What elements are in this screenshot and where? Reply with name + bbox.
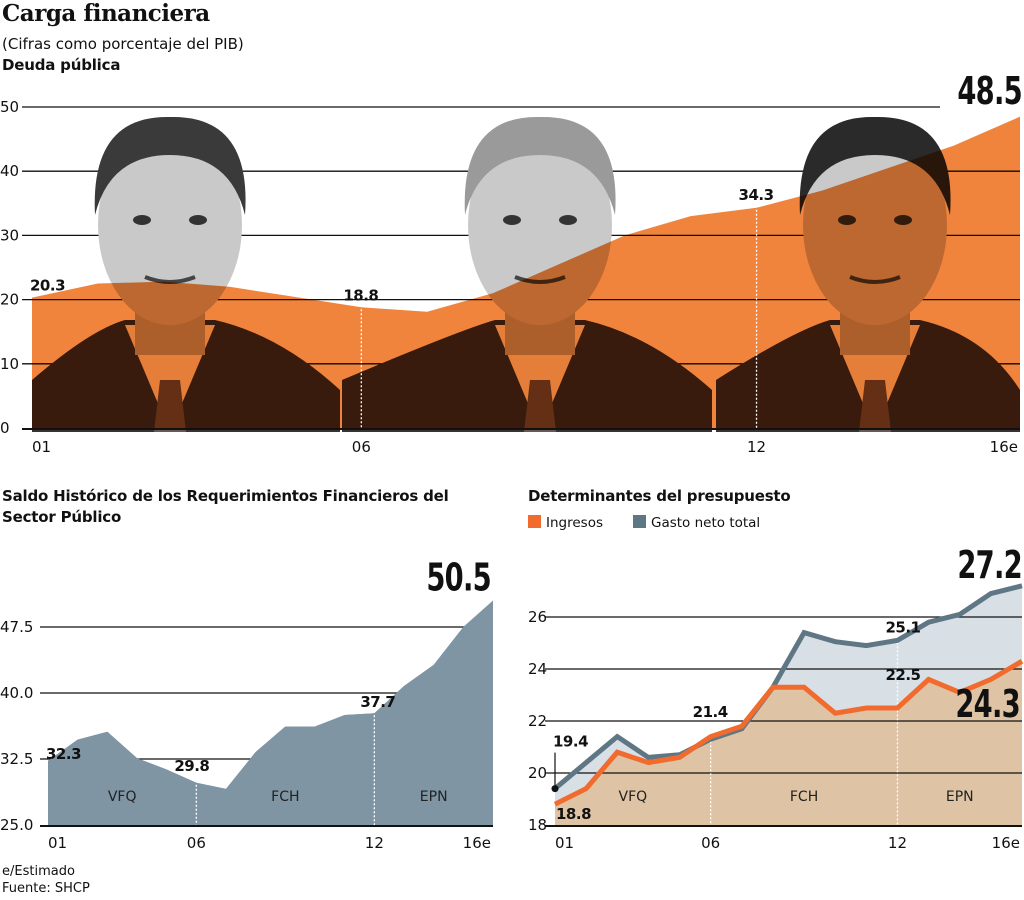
legend-label: Ingresos xyxy=(546,515,603,531)
x-tick-label: 01 xyxy=(555,834,574,852)
footnote-source: Fuente: SHCP xyxy=(2,881,90,896)
x-tick-label: 16e xyxy=(990,438,1018,456)
chart-title-line: Sector Público xyxy=(2,508,122,526)
value-label: 21.4 xyxy=(693,703,728,721)
value-label: 32.3 xyxy=(46,745,81,763)
y-tick-label: 24 xyxy=(528,660,547,678)
value-label: 18.8 xyxy=(556,805,591,823)
legend: Ingresos Gasto neto total xyxy=(528,515,760,531)
chart-deuda: 0 10 20 30 40 50 01 06 12 16e 20.3 18.8 34.3 48.5 xyxy=(0,68,1024,456)
legend-item-gasto: Gasto neto total xyxy=(633,515,760,531)
big-value-label: 50.5 xyxy=(426,555,491,600)
chart-title-presupuesto: Determinantes del presupuesto xyxy=(528,487,791,505)
subtitle: (Cifras como porcentaje del PIB) xyxy=(2,35,244,53)
chart-title-rfsp: Saldo Histórico de los Requerimientos Fi… xyxy=(2,486,449,528)
y-tick-label: 32.5 xyxy=(0,750,33,768)
annotation-marker xyxy=(551,785,559,793)
y-tick-label: 26 xyxy=(528,608,547,626)
y-tick-label: 20 xyxy=(528,764,547,782)
area-rfsp-top xyxy=(48,600,493,825)
y-tick-label: 47.5 xyxy=(0,618,33,636)
period-label: FCH xyxy=(790,789,818,805)
x-tick-label: 06 xyxy=(701,834,720,852)
eye xyxy=(559,215,577,225)
y-tick-label: 25.0 xyxy=(0,816,33,834)
area-deuda xyxy=(32,116,1020,428)
x-tick-label: 06 xyxy=(187,834,206,852)
value-label: 34.3 xyxy=(739,186,774,204)
line-ingresos xyxy=(553,659,1024,807)
period-label: EPN xyxy=(946,789,974,805)
hair xyxy=(464,116,616,215)
x-tick-label: 16e xyxy=(992,834,1020,852)
y-tick-label: 40.0 xyxy=(0,684,33,702)
value-label: 20.3 xyxy=(30,277,65,295)
footnote-estimado: e/Estimado xyxy=(2,864,75,879)
x-tick-label: 12 xyxy=(747,438,766,456)
eye xyxy=(189,215,207,225)
legend-swatch-ingresos xyxy=(528,515,541,528)
big-value-label: 48.5 xyxy=(957,68,1022,113)
label-backdrop xyxy=(940,70,1024,110)
legend-item-ingresos: Ingresos xyxy=(528,515,603,531)
main-title: Carga financiera xyxy=(2,0,210,27)
y-tick-label: 22 xyxy=(528,712,547,730)
period-label: VFQ xyxy=(619,789,648,805)
face xyxy=(98,125,242,325)
x-tick-label: 12 xyxy=(888,834,907,852)
period-label: VFQ xyxy=(108,789,137,805)
x-tick-label: 16e xyxy=(463,834,491,852)
y-tick-label: 10 xyxy=(0,355,19,373)
x-tick-label: 01 xyxy=(48,834,67,852)
eye xyxy=(503,215,521,225)
x-tick-label: 01 xyxy=(32,438,51,456)
x-tick-label: 06 xyxy=(352,438,371,456)
y-tick-label: 0 xyxy=(0,419,10,437)
value-label: 29.8 xyxy=(174,757,209,775)
chart-title-line: Saldo Histórico de los Requerimientos Fi… xyxy=(2,487,449,505)
big-value-label: 27.2 xyxy=(957,542,1022,587)
big-value-label: 24.3 xyxy=(955,682,1020,727)
legend-label: Gasto neto total xyxy=(651,515,761,531)
legend-swatch-gasto xyxy=(633,515,646,528)
line-gasto xyxy=(553,583,1023,791)
x-tick-label: 12 xyxy=(365,834,384,852)
chart-title-deuda: Deuda pública xyxy=(2,56,121,74)
y-tick-label: 18 xyxy=(528,816,547,834)
y-tick-label: 20 xyxy=(0,291,19,309)
period-label: EPN xyxy=(420,789,448,805)
value-label: 19.4 xyxy=(553,733,588,751)
mouth xyxy=(144,275,196,284)
chart-presupuesto: 18 20 22 24 26 VFQ FCH EPN 01 06 12 16e 19.4 18.8 21.4… xyxy=(528,542,1024,852)
period-label: FCH xyxy=(271,789,299,805)
y-tick-label: 50 xyxy=(0,98,19,116)
y-tick-label: 30 xyxy=(0,226,19,244)
y-tick-label: 40 xyxy=(0,162,19,180)
eye xyxy=(133,215,151,225)
hair xyxy=(94,116,246,215)
value-label: 22.5 xyxy=(885,666,920,684)
value-label: 18.8 xyxy=(343,286,378,304)
value-label: 37.7 xyxy=(360,693,395,711)
hair xyxy=(799,116,951,215)
chart-rfsp: 25.0 32.5 40.0 47.5 VFQ FCH EPN 01 06 12 16e 32.3 29… xyxy=(0,555,493,852)
value-label: 25.1 xyxy=(885,618,920,636)
